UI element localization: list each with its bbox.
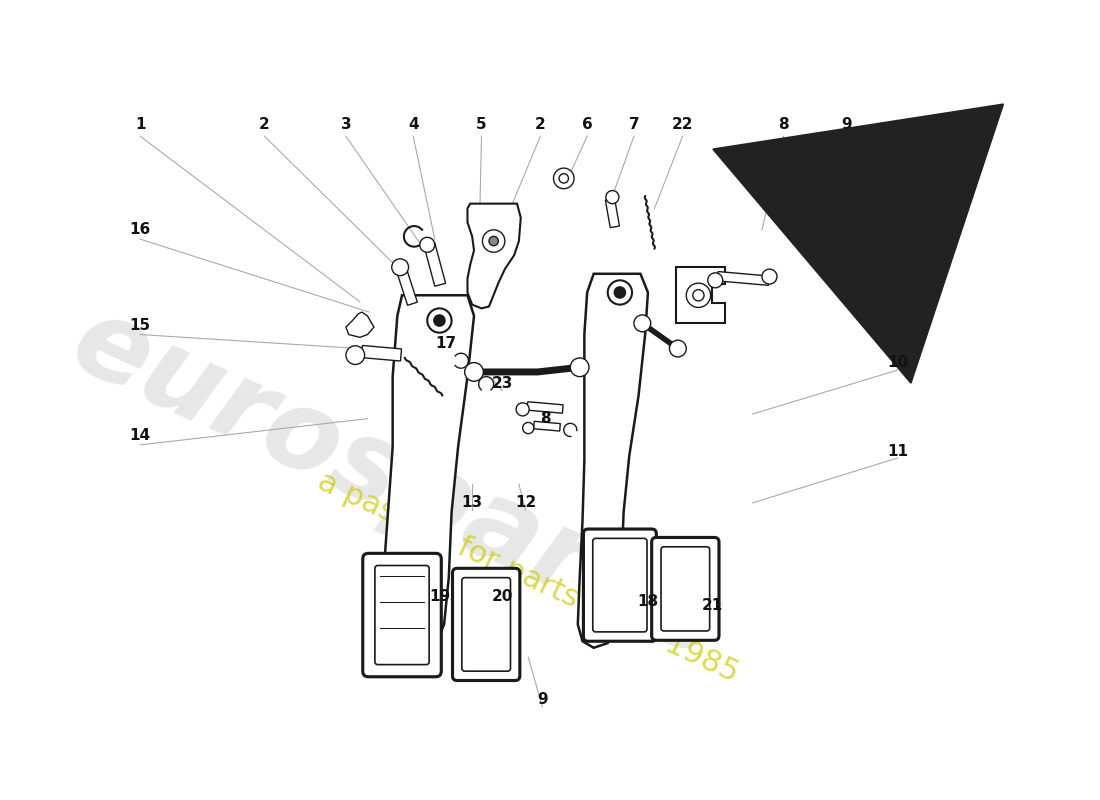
Polygon shape (378, 295, 474, 664)
Text: 7: 7 (628, 117, 639, 132)
Text: 20: 20 (492, 589, 513, 604)
Text: a passion for parts since 1985: a passion for parts since 1985 (314, 467, 744, 688)
FancyBboxPatch shape (583, 529, 657, 642)
Text: eurospares: eurospares (56, 287, 738, 681)
Circle shape (570, 358, 589, 377)
FancyBboxPatch shape (375, 566, 429, 665)
Polygon shape (578, 274, 648, 648)
FancyBboxPatch shape (363, 554, 441, 677)
Text: 17: 17 (436, 336, 456, 351)
Circle shape (522, 422, 534, 434)
Text: 1: 1 (135, 117, 145, 132)
FancyBboxPatch shape (593, 538, 647, 632)
Text: 15: 15 (130, 318, 151, 333)
Circle shape (762, 269, 777, 284)
Text: 3: 3 (341, 117, 351, 132)
Circle shape (707, 273, 723, 288)
Text: 8: 8 (540, 411, 550, 426)
Circle shape (427, 308, 452, 333)
Circle shape (686, 283, 711, 307)
Text: 12: 12 (515, 495, 536, 510)
Circle shape (420, 238, 434, 252)
Text: 9: 9 (840, 117, 851, 132)
Polygon shape (527, 402, 563, 414)
Circle shape (433, 315, 446, 326)
FancyBboxPatch shape (661, 546, 710, 631)
Text: 9: 9 (537, 692, 548, 706)
Text: 21: 21 (702, 598, 723, 614)
Polygon shape (424, 242, 446, 286)
Text: 10: 10 (887, 355, 909, 370)
Circle shape (606, 190, 619, 204)
Polygon shape (605, 198, 619, 228)
Text: 16: 16 (130, 222, 151, 238)
Text: 11: 11 (887, 444, 909, 459)
FancyBboxPatch shape (452, 568, 520, 681)
Polygon shape (362, 346, 402, 361)
Circle shape (607, 280, 632, 305)
Polygon shape (345, 312, 374, 338)
Circle shape (634, 315, 651, 332)
Polygon shape (468, 204, 520, 308)
Circle shape (464, 362, 483, 382)
Circle shape (345, 346, 364, 365)
FancyBboxPatch shape (462, 578, 510, 671)
Text: 6: 6 (582, 117, 593, 132)
Polygon shape (717, 271, 769, 286)
Polygon shape (396, 266, 417, 306)
Polygon shape (534, 422, 560, 431)
Text: 8: 8 (778, 117, 789, 132)
FancyBboxPatch shape (651, 538, 719, 640)
Circle shape (614, 287, 626, 298)
Text: 23: 23 (492, 376, 513, 390)
Text: 18: 18 (637, 594, 659, 609)
Text: 2: 2 (260, 117, 270, 132)
Text: 2: 2 (535, 117, 546, 132)
Circle shape (670, 340, 686, 357)
Text: 22: 22 (672, 117, 693, 132)
Text: 14: 14 (130, 428, 151, 443)
Circle shape (553, 168, 574, 189)
Text: 19: 19 (429, 589, 450, 604)
Circle shape (490, 236, 498, 246)
Circle shape (516, 403, 529, 416)
Polygon shape (676, 267, 725, 323)
Text: 13: 13 (462, 495, 483, 510)
Text: 4: 4 (408, 117, 419, 132)
Circle shape (483, 230, 505, 252)
Text: 5: 5 (476, 117, 487, 132)
Circle shape (392, 259, 408, 276)
